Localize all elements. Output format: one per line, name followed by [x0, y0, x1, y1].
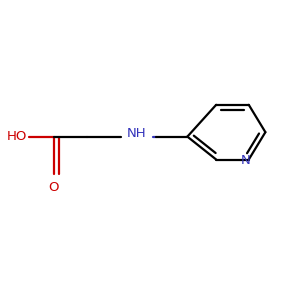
Text: N: N [240, 154, 250, 167]
Text: O: O [49, 181, 59, 194]
Text: HO: HO [7, 130, 27, 143]
Text: NH: NH [127, 127, 147, 140]
